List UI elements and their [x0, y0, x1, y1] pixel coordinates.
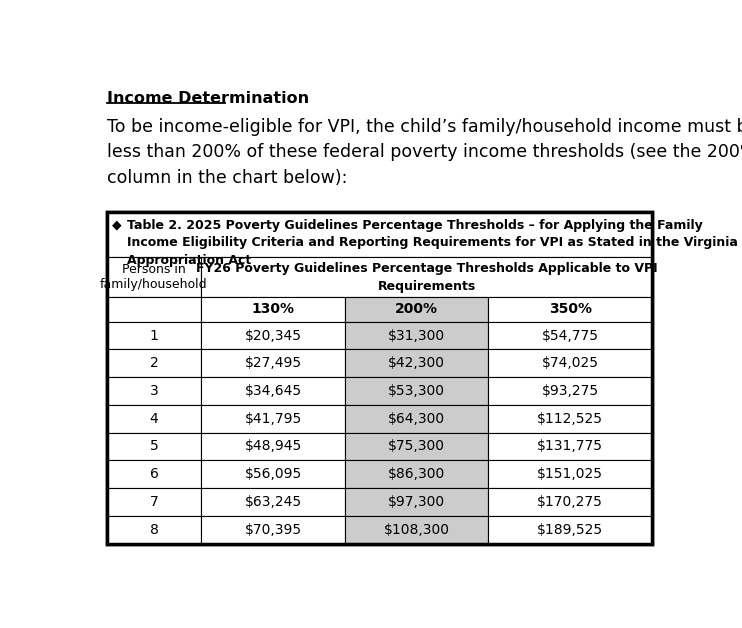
Bar [345, 297, 488, 322]
Text: $41,795: $41,795 [245, 412, 302, 426]
Text: 200%: 200% [395, 303, 439, 317]
Text: $56,095: $56,095 [245, 467, 302, 481]
Bar [345, 349, 488, 377]
Bar [107, 405, 201, 433]
Text: Income Determination: Income Determination [107, 91, 309, 106]
Bar [107, 297, 201, 322]
Text: $108,300: $108,300 [384, 522, 450, 537]
Bar [488, 322, 652, 349]
Bar [201, 257, 652, 297]
Text: $97,300: $97,300 [388, 495, 445, 509]
Bar [345, 433, 488, 460]
Text: $86,300: $86,300 [388, 467, 445, 481]
Bar [107, 349, 201, 377]
Text: $112,525: $112,525 [537, 412, 603, 426]
Bar [345, 377, 488, 405]
Bar [107, 257, 201, 297]
Bar [345, 322, 488, 349]
Text: $151,025: $151,025 [537, 467, 603, 481]
Text: $170,275: $170,275 [537, 495, 603, 509]
Bar [488, 377, 652, 405]
Text: $42,300: $42,300 [388, 356, 445, 371]
Bar [345, 488, 488, 516]
Text: 3: 3 [150, 384, 158, 398]
Text: $48,945: $48,945 [245, 440, 302, 453]
Text: $63,245: $63,245 [245, 495, 302, 509]
Text: $34,645: $34,645 [245, 384, 302, 398]
Bar [201, 322, 345, 349]
Bar [488, 433, 652, 460]
Text: 8: 8 [150, 522, 158, 537]
Text: 4: 4 [150, 412, 158, 426]
Text: 7: 7 [150, 495, 158, 509]
Bar [345, 405, 488, 433]
Text: Table 2. 2025 Poverty Guidelines Percentage Thresholds – for Applying the Family: Table 2. 2025 Poverty Guidelines Percent… [127, 219, 738, 266]
Bar [488, 460, 652, 488]
Bar [345, 460, 488, 488]
Text: $70,395: $70,395 [245, 522, 302, 537]
Bar [107, 212, 652, 543]
Bar [107, 377, 201, 405]
Text: Persons in
family/household: Persons in family/household [100, 263, 208, 291]
Text: $27,495: $27,495 [245, 356, 302, 371]
Bar [488, 297, 652, 322]
Bar [201, 405, 345, 433]
Text: ◆: ◆ [112, 219, 122, 232]
Text: $64,300: $64,300 [388, 412, 445, 426]
Text: $131,775: $131,775 [537, 440, 603, 453]
Bar [488, 349, 652, 377]
Text: 1: 1 [150, 328, 158, 343]
Text: 5: 5 [150, 440, 158, 453]
Bar [488, 405, 652, 433]
Text: $20,345: $20,345 [245, 328, 302, 343]
Bar [201, 297, 345, 322]
Text: $54,775: $54,775 [542, 328, 599, 343]
Bar [107, 516, 201, 543]
Bar [107, 488, 201, 516]
Bar [107, 322, 201, 349]
Bar [201, 433, 345, 460]
Bar [107, 460, 201, 488]
Text: 2: 2 [150, 356, 158, 371]
Bar [201, 488, 345, 516]
Bar [201, 460, 345, 488]
Text: 130%: 130% [252, 303, 295, 317]
Bar [107, 433, 201, 460]
Text: To be income-eligible for VPI, the child’s family/household income must be at or: To be income-eligible for VPI, the child… [107, 117, 742, 187]
Bar [201, 516, 345, 543]
Text: $75,300: $75,300 [388, 440, 445, 453]
Bar [488, 516, 652, 543]
Text: 350%: 350% [548, 303, 591, 317]
Text: $53,300: $53,300 [388, 384, 445, 398]
Text: $31,300: $31,300 [388, 328, 445, 343]
Bar [345, 516, 488, 543]
Bar [201, 349, 345, 377]
Text: $74,025: $74,025 [542, 356, 599, 371]
Bar [107, 212, 652, 543]
Text: FY26 Poverty Guidelines Percentage Thresholds Applicable to VPI
Requirements: FY26 Poverty Guidelines Percentage Thres… [196, 262, 657, 293]
Text: $189,525: $189,525 [537, 522, 603, 537]
Bar [201, 377, 345, 405]
Bar [107, 212, 652, 257]
Text: $93,275: $93,275 [542, 384, 599, 398]
Text: 6: 6 [150, 467, 158, 481]
Bar [488, 488, 652, 516]
